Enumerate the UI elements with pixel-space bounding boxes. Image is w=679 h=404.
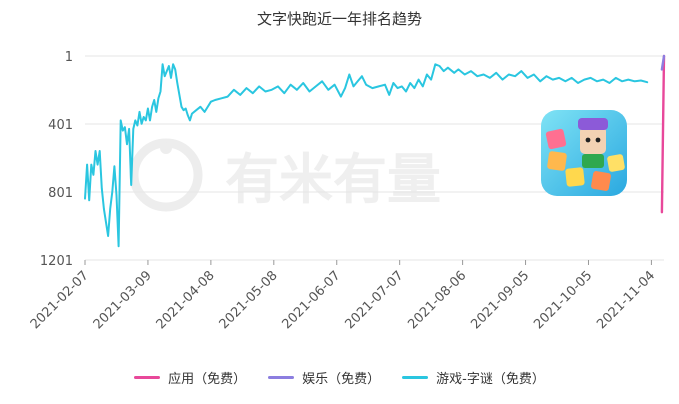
legend-item-word-game[interactable]: 游戏-字谜（免费） (402, 368, 545, 387)
x-tick-label: 2021-08-06 (405, 268, 469, 332)
x-tick-label: 2021-03-09 (91, 268, 155, 332)
y-tick-label: 1 (65, 50, 73, 65)
x-tick-label: 2021-06-07 (280, 268, 344, 332)
legend-swatch-app (134, 376, 161, 379)
series-line-2 (84, 63, 649, 248)
legend-item-entertainment[interactable]: 娱乐（免费） (268, 368, 380, 387)
legend-label-entertainment: 娱乐（免费） (302, 372, 381, 387)
x-tick-label: 2021-07-07 (342, 268, 406, 332)
series-line-0 (660, 54, 666, 214)
watermark-text: 有米有量 (225, 148, 441, 211)
series-line-1 (660, 54, 666, 71)
legend-label-word-game: 游戏-字谜（免费） (436, 372, 545, 387)
watermark-logo-dot (160, 142, 172, 154)
x-tick-label: 2021-11-04 (594, 268, 658, 332)
legend-swatch-entertainment (268, 376, 295, 379)
x-tick-label: 2021-02-07 (28, 268, 92, 332)
legend-item-app[interactable]: 应用（免费） (134, 368, 246, 387)
chart-title: 文字快跑近一年排名趋势 (256, 10, 422, 28)
y-tick-label: 401 (48, 118, 73, 133)
x-tick-label: 2021-10-05 (531, 268, 595, 332)
legend: 应用（免费） 娱乐（免费） 游戏-字谜（免费） (0, 368, 679, 387)
watermark: 有米有量 (129, 138, 441, 212)
x-tick-label: 2021-05-08 (217, 268, 281, 332)
legend-label-app: 应用（免费） (168, 372, 247, 387)
series (84, 54, 666, 248)
x-tick-label: 2021-04-08 (154, 268, 218, 332)
x-tick-label: 2021-09-05 (468, 268, 532, 332)
legend-swatch-word-game (402, 376, 429, 379)
app-icon (541, 110, 627, 196)
y-tick-label: 801 (48, 186, 73, 201)
y-tick-label: 1201 (40, 254, 73, 269)
